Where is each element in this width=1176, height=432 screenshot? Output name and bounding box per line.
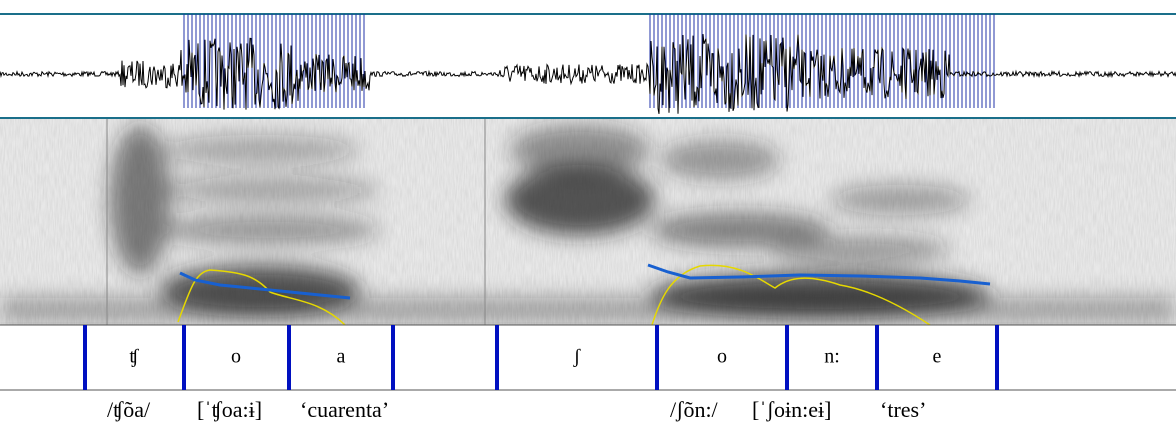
caption: /ʃõn:/ bbox=[670, 397, 719, 422]
caption: [ˈʧoa:ɨ] bbox=[197, 397, 262, 422]
segment-label: o bbox=[231, 346, 241, 368]
waveform-panel bbox=[0, 13, 1176, 119]
waveform bbox=[0, 34, 1176, 114]
caption: ‘cuarenta’ bbox=[300, 397, 389, 422]
pulse-marks bbox=[183, 14, 995, 108]
pitch-contour bbox=[647, 263, 991, 286]
caption: ‘tres’ bbox=[880, 397, 926, 422]
segment-label: n: bbox=[824, 346, 840, 368]
segment-label: a bbox=[337, 346, 346, 368]
intensity-contour bbox=[177, 269, 346, 325]
segment-label: e bbox=[933, 346, 942, 368]
segment-tier: ʧ o a ʃ o n: e bbox=[0, 324, 1176, 391]
caption: [ˈʃoɨn:eɨ] bbox=[752, 397, 831, 422]
spectrogram bbox=[0, 119, 1176, 325]
intensity-contour bbox=[651, 264, 931, 325]
caption: /ʧõa/ bbox=[107, 397, 151, 422]
pitch-contour bbox=[179, 271, 351, 300]
segment-label: o bbox=[717, 346, 727, 368]
segment-label: ʧ bbox=[129, 346, 139, 368]
segment-label: ʃ bbox=[573, 346, 581, 368]
